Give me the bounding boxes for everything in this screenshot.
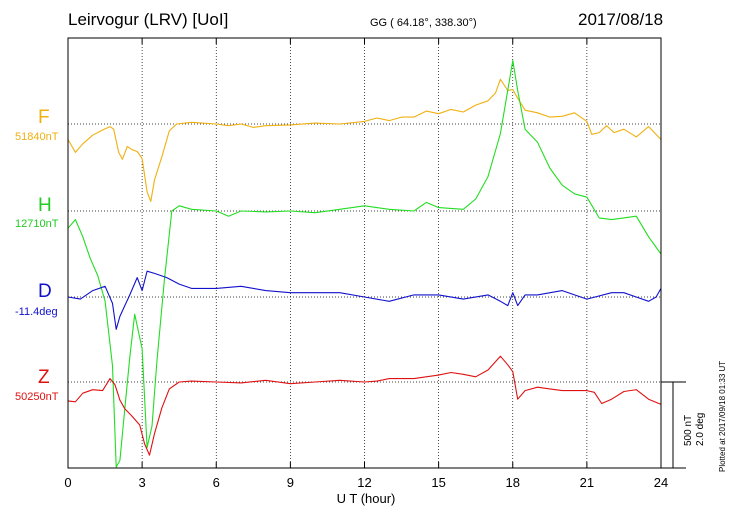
station-coordinates: GG ( 64.18°, 338.30°) bbox=[370, 17, 477, 29]
x-tick-label-21: 21 bbox=[580, 475, 594, 490]
series-line-f bbox=[67, 78, 662, 202]
x-tick-label-15: 15 bbox=[431, 475, 445, 490]
x-tick-label-6: 6 bbox=[213, 475, 220, 490]
x-tick-marks bbox=[67, 38, 662, 468]
baseline-lines bbox=[68, 123, 661, 383]
series-line-h bbox=[67, 59, 662, 468]
channel-h-label: H bbox=[38, 195, 52, 216]
x-tick-label-12: 12 bbox=[357, 475, 371, 490]
plotted-timestamp: Plotted at 2017/09/18 01:33 UT bbox=[718, 360, 727, 472]
x-tick-label-0: 0 bbox=[64, 475, 71, 490]
channel-z-baseline: 50250nT bbox=[15, 391, 59, 403]
x-tick-label-24: 24 bbox=[654, 475, 668, 490]
series-line-d bbox=[67, 270, 662, 330]
series-lines bbox=[67, 59, 662, 468]
scale-deg-label: 2.0 deg bbox=[695, 412, 706, 446]
channel-h-baseline: 12710nT bbox=[15, 218, 59, 230]
scale-bar bbox=[661, 381, 686, 469]
x-axis-label: U T (hour) bbox=[337, 491, 396, 506]
channel-d-baseline: -11.4deg bbox=[15, 306, 58, 318]
x-tick-label-18: 18 bbox=[506, 475, 520, 490]
series-line-z bbox=[67, 355, 662, 456]
scale-nt-label: 500 nT bbox=[683, 414, 694, 446]
station-title: Leirvogur (LRV) [UoI] bbox=[68, 10, 229, 29]
channel-d-label: D bbox=[38, 281, 52, 302]
x-tick-label-3: 3 bbox=[139, 475, 146, 490]
plot-frame bbox=[67, 37, 662, 469]
date-title: 2017/08/18 bbox=[578, 10, 664, 29]
x-tick-label-9: 9 bbox=[287, 475, 294, 490]
channel-f-label: F bbox=[38, 107, 50, 128]
channel-f-baseline: 51840nT bbox=[15, 131, 59, 143]
channel-z-label: Z bbox=[38, 367, 50, 388]
